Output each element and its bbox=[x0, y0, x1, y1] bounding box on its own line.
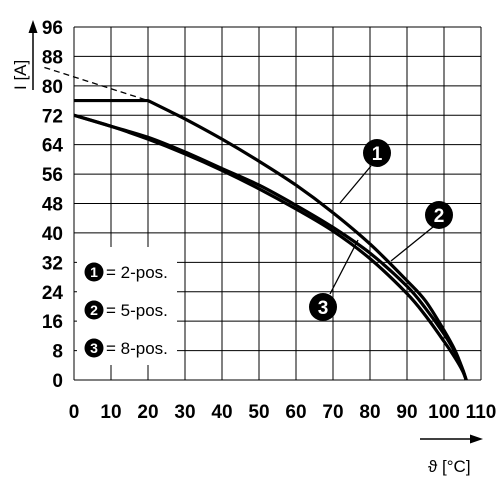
callout-badge-1 bbox=[363, 139, 391, 167]
legend-label-1: = 2-pos. bbox=[106, 263, 168, 282]
callout-badge-label-1: 1 bbox=[372, 144, 383, 165]
x-tick-label: 90 bbox=[396, 402, 417, 423]
callout-leader-3 bbox=[329, 239, 359, 295]
series-callouts: 1 2 3 bbox=[309, 139, 453, 321]
chart-grid bbox=[73, 26, 482, 381]
legend-badge-label-1: 1 bbox=[90, 264, 98, 280]
series-line-3 bbox=[73, 113, 468, 381]
legend-badge-label-3: 3 bbox=[90, 340, 98, 356]
callout-leader-2 bbox=[390, 226, 434, 262]
y-axis-label: I [A] bbox=[11, 60, 30, 90]
y-tick-label: 16 bbox=[42, 312, 63, 333]
legend-badge-1 bbox=[84, 262, 104, 282]
y-tick-label: 56 bbox=[42, 165, 63, 186]
legend-label-2: = 5-pos. bbox=[106, 301, 168, 320]
callout-badge-label-2: 2 bbox=[434, 206, 445, 227]
x-tick-label: 50 bbox=[248, 402, 269, 423]
legend-badge-3 bbox=[84, 338, 104, 358]
x-tick-label: 60 bbox=[285, 402, 306, 423]
y-tick-label: 8 bbox=[52, 342, 63, 363]
y-axis-arrowhead bbox=[28, 20, 38, 33]
x-axis-arrowhead bbox=[470, 434, 483, 444]
callout-badge-label-3: 3 bbox=[318, 298, 329, 319]
x-tick-label: 110 bbox=[466, 402, 497, 423]
y-tick-label: 88 bbox=[42, 47, 63, 68]
x-tick-label: 20 bbox=[137, 402, 158, 423]
callout-badge-2 bbox=[425, 201, 453, 229]
legend-badge-2 bbox=[84, 300, 104, 320]
series-line-2 bbox=[73, 113, 468, 381]
extrapolation-dashed-line bbox=[44, 66, 149, 102]
y-tick-label: 72 bbox=[42, 106, 63, 127]
series-lines bbox=[44, 66, 468, 381]
x-tick-label: 40 bbox=[211, 402, 232, 423]
y-tick-label: 48 bbox=[42, 195, 63, 216]
x-tick-label: 10 bbox=[100, 402, 121, 423]
legend-badge-label-2: 2 bbox=[90, 302, 98, 318]
legend-label-3: = 8-pos. bbox=[106, 339, 168, 358]
x-tick-label: 70 bbox=[322, 402, 343, 423]
legend: 1 = 2-pos. 2 = 5-pos. 3 = 8-pos. bbox=[77, 247, 177, 365]
callout-badge-3 bbox=[309, 293, 337, 321]
y-tick-label: 32 bbox=[42, 253, 63, 274]
axes bbox=[28, 20, 483, 444]
y-tick-label: 40 bbox=[42, 224, 63, 245]
callout-leader-1 bbox=[339, 165, 372, 204]
x-axis-label: ϑ [°C] bbox=[428, 457, 471, 476]
y-tick-label: 64 bbox=[42, 136, 64, 157]
y-tick-label: 24 bbox=[42, 283, 64, 304]
x-tick-label: 0 bbox=[69, 402, 80, 423]
x-tick-label: 30 bbox=[174, 402, 195, 423]
y-tick-label: 96 bbox=[42, 18, 63, 39]
y-tick-label: 80 bbox=[42, 77, 63, 98]
y-tick-label: 0 bbox=[52, 371, 63, 392]
x-tick-label: 100 bbox=[428, 402, 460, 423]
x-tick-label: 80 bbox=[359, 402, 380, 423]
